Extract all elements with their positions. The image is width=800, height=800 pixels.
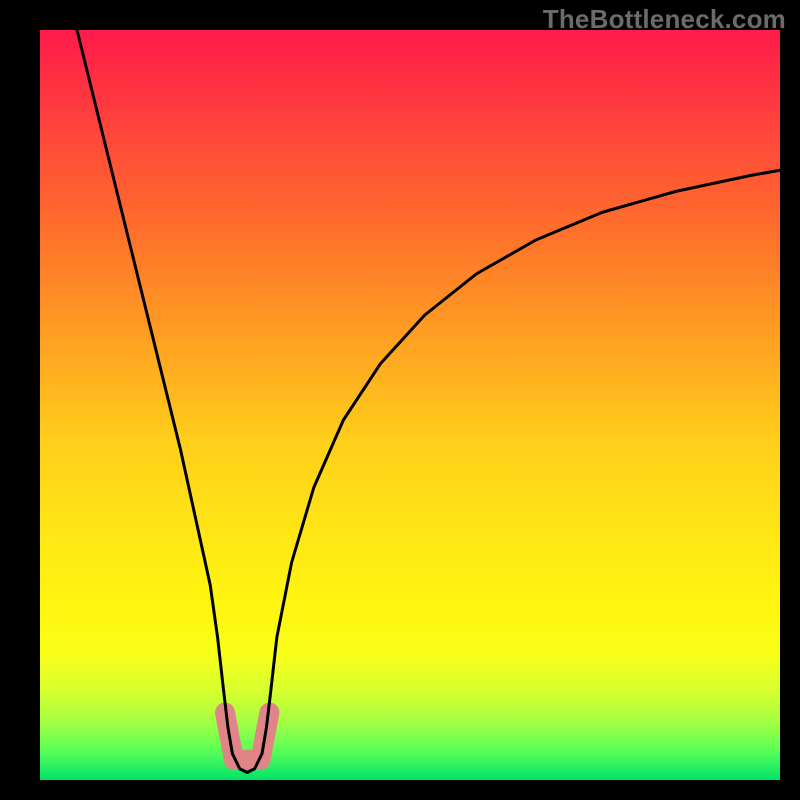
bottleneck-chart	[0, 0, 800, 800]
chart-container: TheBottleneck.com	[0, 0, 800, 800]
plot-background	[40, 30, 780, 780]
watermark-text: TheBottleneck.com	[543, 4, 786, 35]
